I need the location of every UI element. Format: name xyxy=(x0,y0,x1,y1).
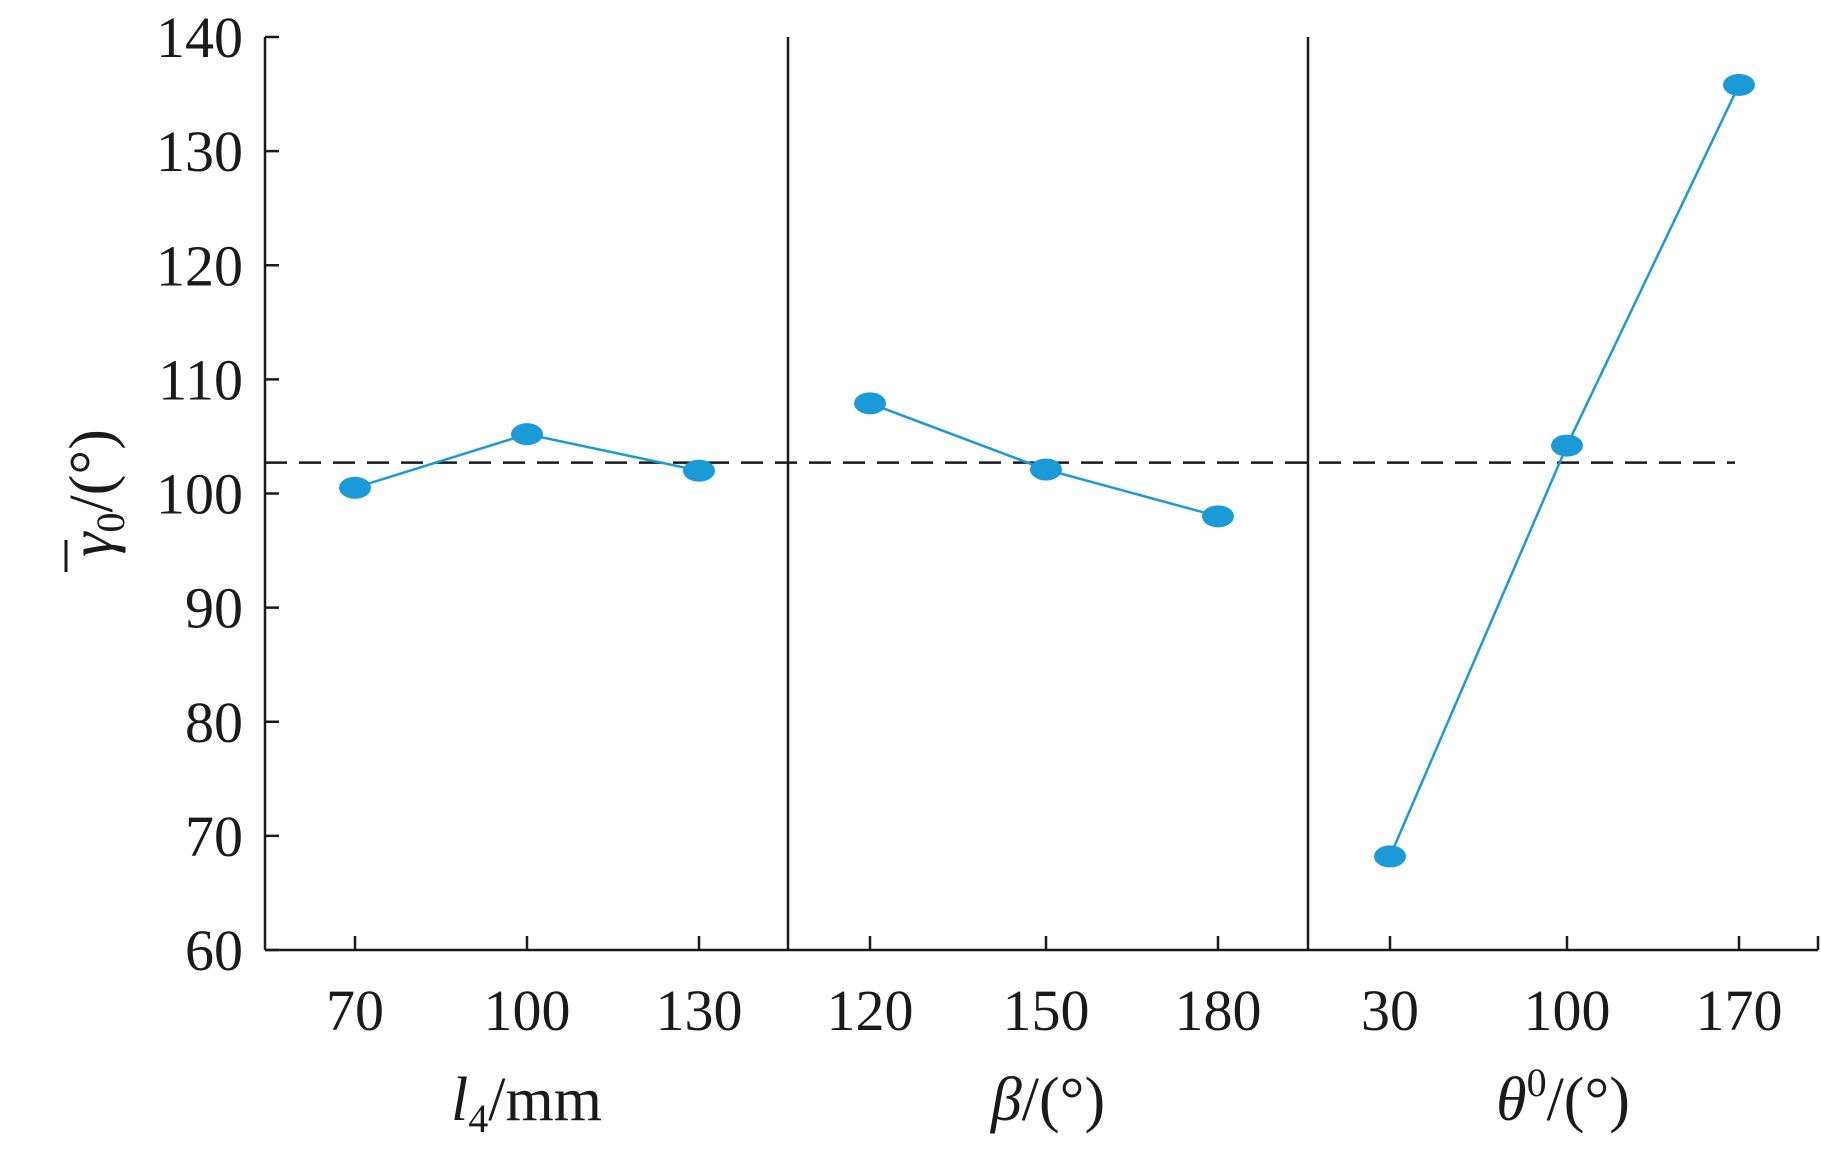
x-tick-label-3-30: 30 xyxy=(1361,978,1419,1043)
x-tick-label-1-100: 100 xyxy=(484,978,571,1043)
x-tick-label-1-70: 70 xyxy=(326,978,384,1043)
x-axis-title-panel-2: β/(°) xyxy=(990,1066,1105,1134)
x-tick-label-1-130: 130 xyxy=(656,978,743,1043)
x-tick-label-2-150: 150 xyxy=(1003,978,1090,1043)
data-point-panel-2-120 xyxy=(854,392,886,415)
y-axis-title: γ0/(°) xyxy=(58,429,133,557)
y-tick-label-70: 70 xyxy=(185,804,243,869)
data-point-panel-3-170 xyxy=(1723,73,1755,96)
data-point-panel-1-130 xyxy=(683,459,715,482)
x-tick-label-3-170: 170 xyxy=(1696,978,1783,1043)
y-tick-label-80: 80 xyxy=(185,690,243,755)
data-point-panel-2-150 xyxy=(1030,458,1062,481)
y-tick-label-140: 140 xyxy=(156,5,243,70)
y-tick-label-60: 60 xyxy=(185,918,243,983)
data-point-panel-3-100 xyxy=(1551,434,1583,457)
series-line-panel-3 xyxy=(1388,84,1741,857)
data-point-panel-2-180 xyxy=(1202,505,1234,528)
labels-layer: 60 70 80 90 100 110 120 130 140 70 100 130 l4/mm 120 1… xyxy=(58,5,1783,1141)
x-axis-title-panel-3: θ0/(°) xyxy=(1496,1060,1630,1134)
data-point-panel-3-30 xyxy=(1374,845,1406,868)
y-tick-label-90: 90 xyxy=(185,576,243,641)
data-point-panel-1-100 xyxy=(511,423,543,446)
x-tick-label-2-120: 120 xyxy=(827,978,914,1043)
x-tick-label-3-100: 100 xyxy=(1524,978,1611,1043)
data-point-panel-1-70 xyxy=(339,476,371,499)
y-tick-label-120: 120 xyxy=(156,233,243,298)
x-axis-title-panel-1: l4/mm xyxy=(451,1066,602,1141)
y-tick-label-100: 100 xyxy=(156,462,243,527)
y-tick-label-110: 110 xyxy=(158,347,243,412)
y-tick-label-130: 130 xyxy=(156,119,243,184)
x-tick-label-2-180: 180 xyxy=(1175,978,1262,1043)
series-layer xyxy=(339,73,1755,868)
axes xyxy=(263,35,1820,952)
